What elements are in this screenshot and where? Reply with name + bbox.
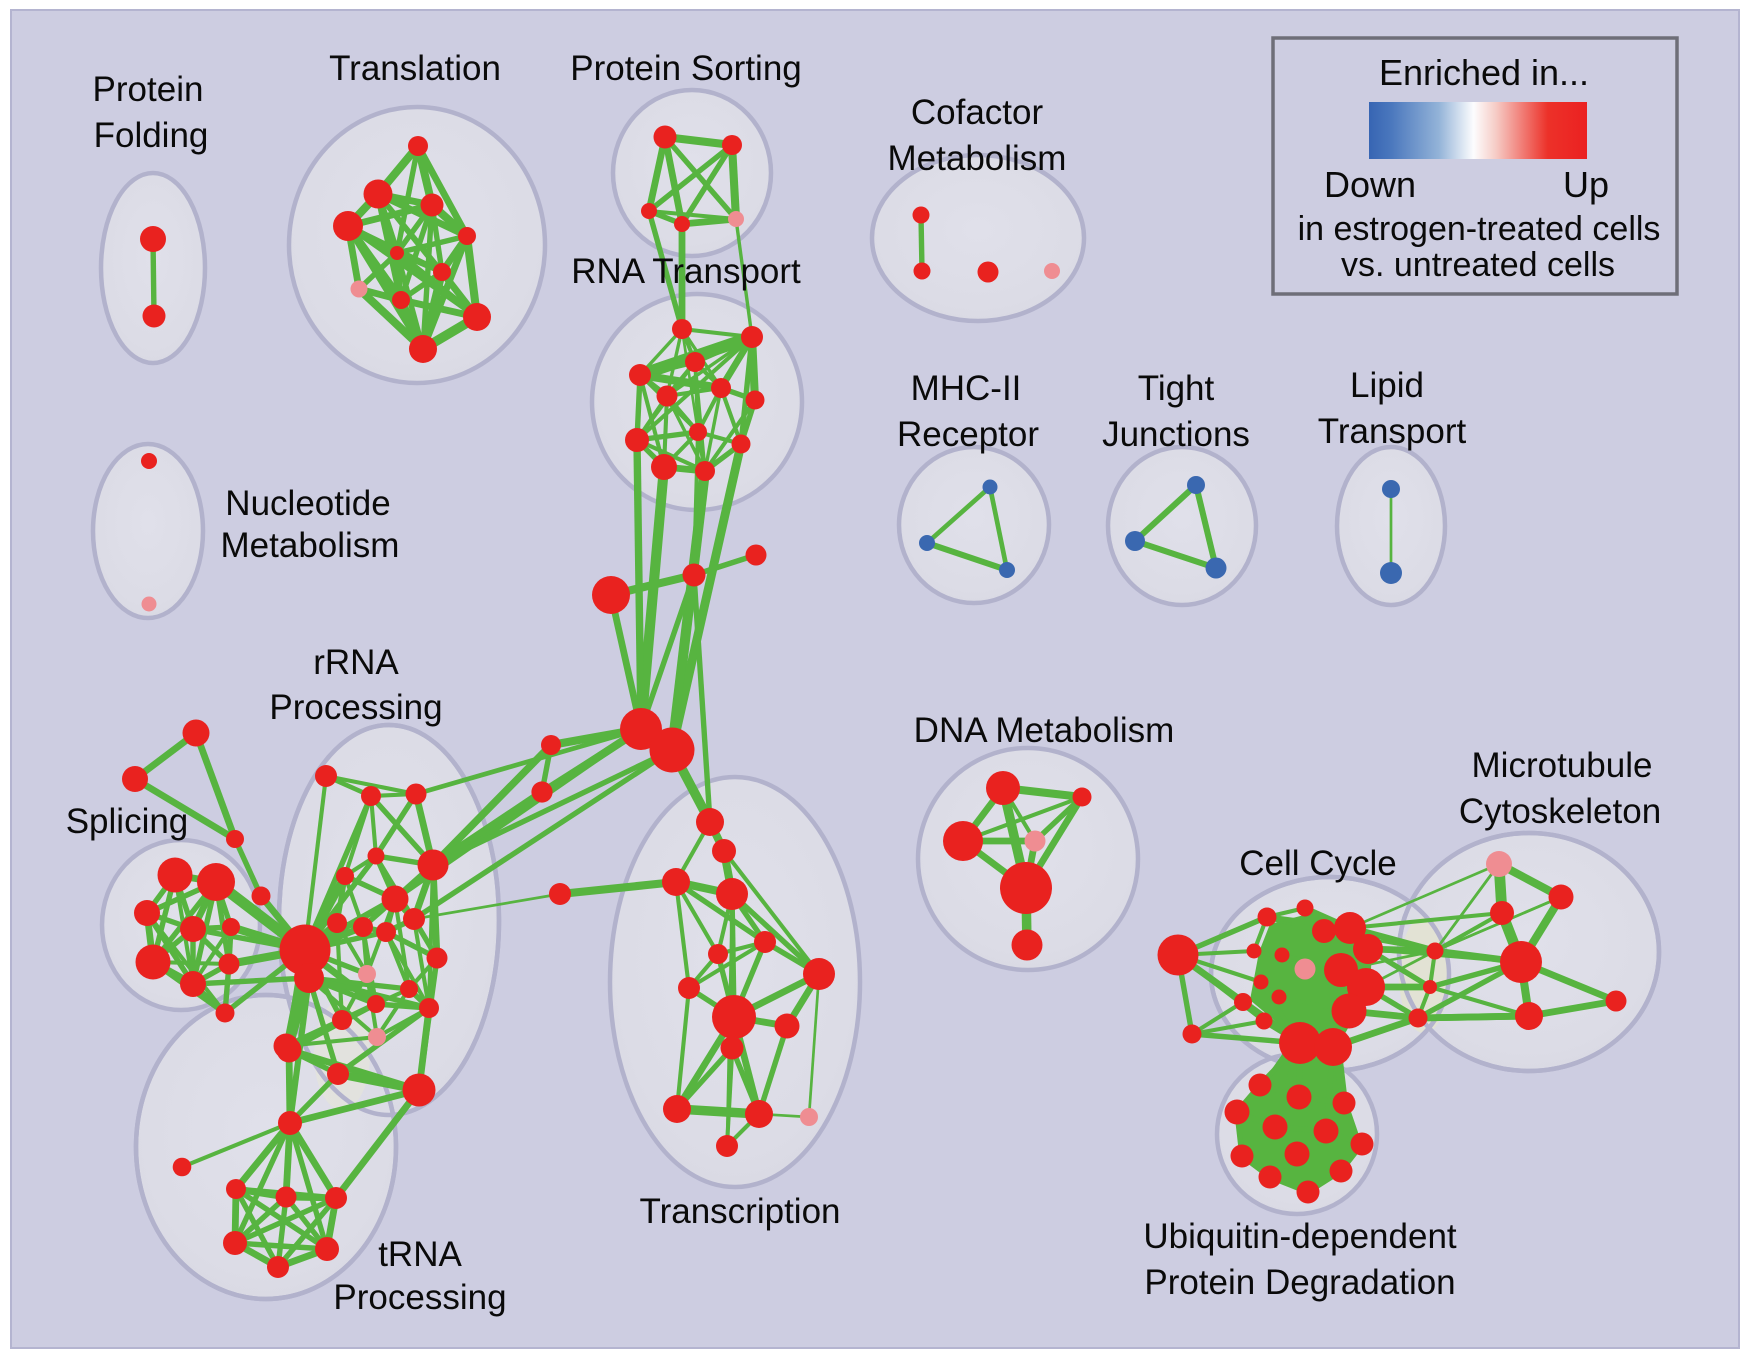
svg-text:vs. untreated cells: vs. untreated cells [1341,246,1615,284]
svg-text:Tight: Tight [1138,369,1215,408]
svg-text:Junctions: Junctions [1102,415,1250,454]
svg-text:Protein: Protein [93,70,204,109]
svg-text:Metabolism: Metabolism [888,139,1067,178]
svg-text:Transport: Transport [1318,412,1467,451]
svg-text:rRNA: rRNA [313,643,399,682]
svg-text:Processing: Processing [269,688,442,727]
svg-text:MHC-II: MHC-II [911,369,1022,408]
svg-text:Transcription: Transcription [640,1192,841,1231]
svg-text:Enriched in...: Enriched in... [1379,52,1589,93]
svg-text:Translation: Translation [329,49,501,88]
svg-text:Cytoskeleton: Cytoskeleton [1459,792,1661,831]
svg-text:Receptor: Receptor [897,415,1039,454]
svg-text:RNA Transport: RNA Transport [571,252,801,291]
svg-text:DNA Metabolism: DNA Metabolism [914,711,1175,750]
svg-text:Up: Up [1563,164,1609,205]
svg-text:Cofactor: Cofactor [911,93,1044,132]
svg-text:Lipid: Lipid [1350,366,1424,405]
svg-text:Metabolism: Metabolism [221,526,400,565]
svg-text:Protein Sorting: Protein Sorting [570,49,802,88]
svg-text:tRNA: tRNA [378,1235,462,1274]
svg-text:Down: Down [1324,164,1416,205]
svg-text:Ubiquitin-dependent: Ubiquitin-dependent [1143,1217,1457,1256]
svg-text:in estrogen-treated cells: in estrogen-treated cells [1298,210,1661,248]
svg-text:Microtubule: Microtubule [1472,746,1653,785]
svg-text:Protein Degradation: Protein Degradation [1144,1263,1455,1302]
svg-text:Nucleotide: Nucleotide [225,484,390,523]
svg-text:Splicing: Splicing [66,802,189,841]
svg-text:Cell Cycle: Cell Cycle [1239,844,1397,883]
svg-text:Processing: Processing [333,1278,506,1317]
svg-text:Folding: Folding [94,116,209,155]
